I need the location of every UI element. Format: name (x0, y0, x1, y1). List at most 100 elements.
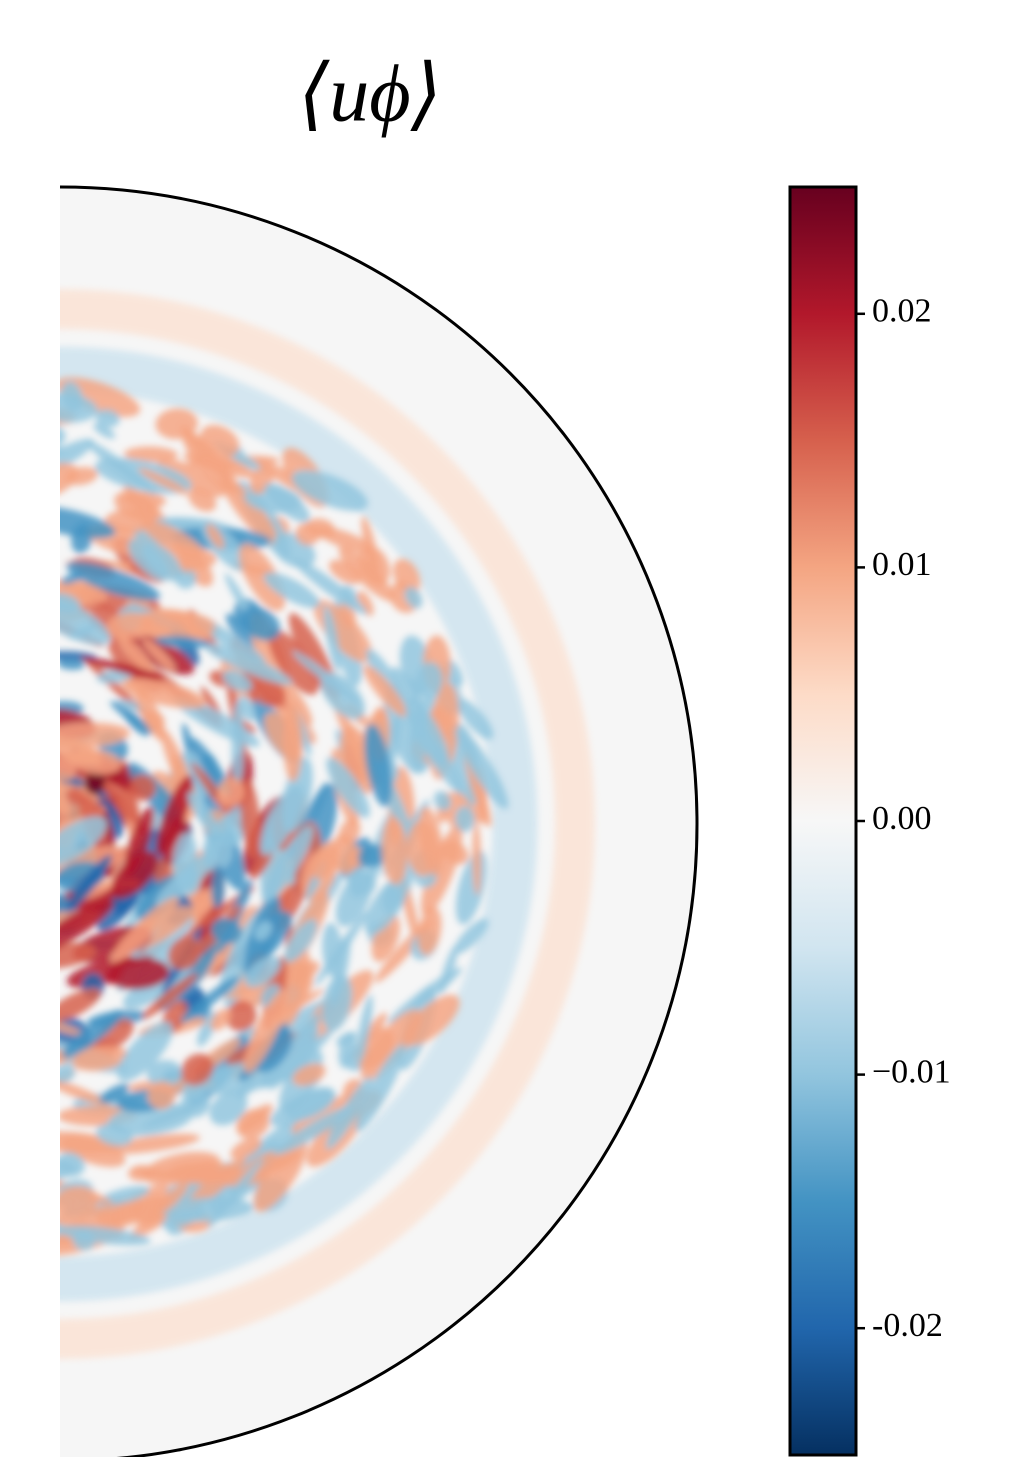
eddy (138, 467, 190, 496)
eddy (270, 1087, 334, 1127)
eddy (68, 748, 122, 775)
eddy (433, 790, 452, 811)
ring (60, 346, 538, 1302)
eddy (328, 559, 362, 585)
eddy (84, 770, 105, 795)
eddy (292, 1063, 326, 1086)
eddy (106, 957, 170, 990)
eddy (190, 737, 232, 796)
eddy (142, 1151, 221, 1186)
eddy (239, 543, 286, 611)
chart-title: ⟨uϕ⟩ (298, 50, 442, 138)
eddy (60, 505, 116, 539)
eddy (60, 438, 95, 476)
eddy (156, 458, 226, 498)
eddy (99, 1083, 130, 1104)
eddy (322, 922, 343, 978)
eddy (244, 955, 282, 988)
eddy (381, 817, 408, 885)
eddy (60, 1152, 85, 1177)
eddy (62, 1009, 123, 1059)
eddy (108, 640, 163, 693)
eddy (117, 633, 154, 675)
eddy (355, 994, 373, 1067)
eddy (455, 727, 509, 809)
eddy (292, 558, 368, 615)
eddy (60, 942, 96, 969)
eddy (264, 483, 310, 523)
eddy (225, 1000, 257, 1032)
eddy (114, 491, 160, 523)
eddy (217, 777, 245, 807)
eddy (404, 994, 460, 1046)
eddy (406, 820, 439, 877)
eddy (141, 542, 183, 582)
eddy (291, 470, 368, 511)
eddy (210, 1008, 232, 1031)
eddy (390, 666, 421, 707)
eddy (210, 917, 242, 945)
eddy (238, 1104, 273, 1133)
eddy (225, 613, 256, 649)
eddy (240, 779, 261, 859)
eddy (206, 523, 225, 549)
eddy (254, 921, 273, 941)
eddy (311, 841, 340, 880)
eddy (60, 579, 108, 607)
eddy (338, 546, 395, 602)
eddy (326, 757, 370, 818)
eddy (95, 1018, 134, 1051)
eddy (454, 918, 489, 954)
eddy (323, 604, 341, 672)
eddy (321, 974, 353, 1032)
eddy (268, 629, 319, 695)
eddy (357, 844, 388, 868)
eddy (440, 839, 469, 865)
eddy (60, 816, 108, 868)
eddy (124, 806, 155, 878)
eddy (129, 774, 156, 802)
eddy (187, 791, 219, 836)
eddy (95, 1210, 121, 1226)
eddy (60, 463, 79, 500)
eddy (98, 1186, 150, 1206)
eddy (93, 423, 116, 439)
eddy (330, 834, 359, 875)
eddy (255, 1027, 293, 1073)
tick-label: -0.02 (872, 1307, 943, 1344)
eddy (180, 425, 232, 485)
eddy (253, 1136, 308, 1212)
eddy (95, 409, 120, 428)
eddy (60, 1078, 110, 1106)
eddy (363, 665, 407, 717)
eddy (269, 1027, 335, 1090)
eddy (181, 1053, 214, 1086)
eddy (134, 682, 165, 742)
eddy (80, 657, 166, 680)
eddy (60, 406, 61, 431)
tick-label: 0.00 (872, 800, 932, 837)
eddy (66, 561, 161, 601)
eddy (60, 659, 85, 670)
eddy (222, 670, 253, 692)
eddy (262, 825, 314, 903)
eddy (417, 906, 442, 956)
eddy (283, 702, 303, 782)
eddy (96, 887, 137, 932)
eddy (60, 392, 98, 423)
eddy (393, 558, 421, 595)
eddy (364, 876, 409, 935)
eddy (60, 572, 84, 585)
field (60, 187, 697, 1457)
eddy (200, 424, 240, 458)
eddy (338, 818, 361, 846)
eddy (243, 989, 288, 1074)
eddy (415, 662, 443, 700)
eddy (109, 700, 154, 735)
eddy (146, 1060, 183, 1087)
eddy (355, 1044, 406, 1133)
eddy (240, 606, 281, 641)
eddy (315, 526, 376, 554)
